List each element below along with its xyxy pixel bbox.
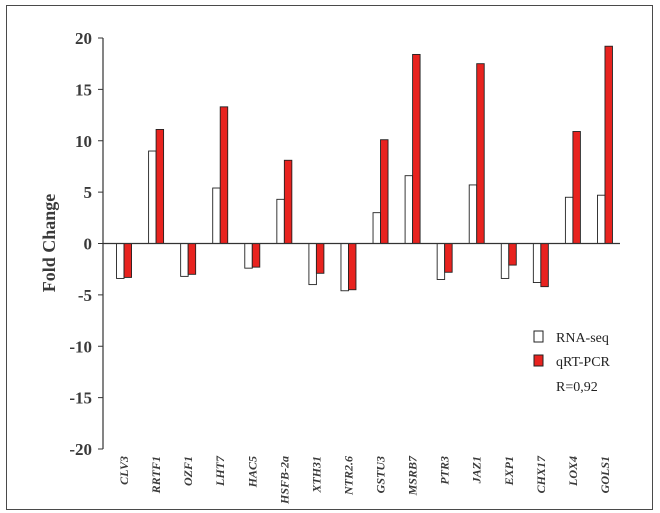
bar-rna-seq-hsfb-2a bbox=[276, 198, 285, 244]
legend: RNA-seq qRT-PCR R=0,92 bbox=[533, 330, 611, 395]
bar-rna-seq-lht7 bbox=[212, 187, 221, 244]
bars bbox=[116, 45, 613, 292]
x-tick-label: GSTU3 bbox=[374, 456, 388, 493]
y-tick-label: -20 bbox=[69, 440, 92, 459]
bar-qrt-pcr-clv3 bbox=[123, 243, 132, 278]
bar-rna-seq-ozf1 bbox=[180, 243, 189, 277]
bar-qrt-pcr-exp1 bbox=[508, 243, 517, 266]
x-tick-label: NTR2.6 bbox=[341, 456, 355, 496]
x-tick-label: LOX4 bbox=[566, 456, 580, 487]
y-tick-label: -10 bbox=[69, 337, 92, 356]
bar-qrt-pcr-gstu3 bbox=[380, 139, 389, 244]
bar-rna-seq-exp1 bbox=[500, 243, 510, 279]
y-tick-label: -5 bbox=[78, 286, 92, 305]
y-tick-label: 10 bbox=[75, 132, 92, 151]
x-ticks: CLV3 RRTF1 OZF1 LHT7 HAC5 HSFB-2a XTH31 NTR2.6 G… bbox=[117, 455, 612, 505]
x-tick-label: RRTF1 bbox=[149, 456, 163, 494]
x-tick-label: XTH31 bbox=[309, 456, 323, 494]
bar-qrt-pcr-lht7 bbox=[219, 106, 229, 244]
bar-rna-seq-gstu3 bbox=[372, 212, 381, 244]
bar-rna-seq-ntr2-6 bbox=[340, 243, 349, 292]
x-tick-label: JAZ1 bbox=[470, 456, 484, 484]
legend-swatch-qrt-pcr bbox=[533, 354, 544, 367]
x-tick-label: HSFB-2a bbox=[277, 456, 291, 505]
bar-rna-seq-lox4 bbox=[564, 196, 574, 244]
y-tick-label: 15 bbox=[75, 80, 92, 99]
y-axis-label: Fold Change bbox=[39, 194, 59, 293]
bar-rna-seq-xth31 bbox=[308, 243, 317, 286]
legend-label-rna-seq: RNA-seq bbox=[556, 331, 609, 346]
bar-qrt-pcr-ozf1 bbox=[187, 243, 197, 275]
bar-rna-seq-hac5 bbox=[244, 243, 253, 269]
bar-qrt-pcr-msrb7 bbox=[412, 53, 421, 244]
bar-qrt-pcr-hac5 bbox=[251, 243, 261, 268]
y-tick-label: 20 bbox=[75, 29, 92, 48]
bar-qrt-pcr-ntr2-6 bbox=[348, 243, 357, 291]
bar-rna-seq-clv3 bbox=[116, 243, 125, 279]
y-tick-label: -15 bbox=[69, 389, 92, 408]
y-tick-label: 5 bbox=[84, 183, 93, 202]
x-tick-label: LHT7 bbox=[213, 455, 227, 487]
bar-rna-seq-ptr3 bbox=[436, 243, 446, 280]
bar-qrt-pcr-gols1 bbox=[604, 45, 613, 244]
x-tick-label: HAC5 bbox=[245, 456, 259, 488]
bar-qrt-pcr-lox4 bbox=[572, 131, 581, 244]
legend-swatch-rna-seq bbox=[533, 330, 544, 343]
bar-qrt-pcr-rrtf1 bbox=[155, 128, 165, 244]
bar-qrt-pcr-xth31 bbox=[315, 243, 325, 274]
x-tick-label: MSRB7 bbox=[406, 455, 420, 496]
bar-rna-seq-jaz1 bbox=[468, 184, 478, 244]
y-ticks: 20 15 10 5 0 -5 -10 -15 -20 bbox=[69, 29, 103, 459]
bar-qrt-pcr-hsfb-2a bbox=[283, 159, 293, 244]
bar-qrt-pcr-chx17 bbox=[540, 243, 549, 288]
legend-label-qrt-pcr: qRT-PCR bbox=[556, 355, 611, 370]
y-tick-label: 0 bbox=[84, 235, 93, 254]
bar-rna-seq-gols1 bbox=[597, 194, 606, 244]
bar-rna-seq-rrtf1 bbox=[148, 150, 157, 244]
x-tick-label: OZF1 bbox=[181, 456, 195, 486]
correlation-annotation: R=0,92 bbox=[556, 380, 598, 395]
bar-rna-seq-chx17 bbox=[532, 243, 542, 283]
x-tick-label: EXP1 bbox=[502, 456, 516, 486]
bar-rna-seq-msrb7 bbox=[404, 175, 414, 244]
x-tick-label: CLV3 bbox=[117, 456, 131, 485]
x-tick-label: PTR3 bbox=[438, 456, 452, 485]
x-tick-label: GOLS1 bbox=[598, 456, 612, 493]
bar-qrt-pcr-jaz1 bbox=[476, 63, 485, 244]
x-tick-label: CHX17 bbox=[534, 455, 548, 493]
bar-qrt-pcr-ptr3 bbox=[444, 243, 453, 273]
